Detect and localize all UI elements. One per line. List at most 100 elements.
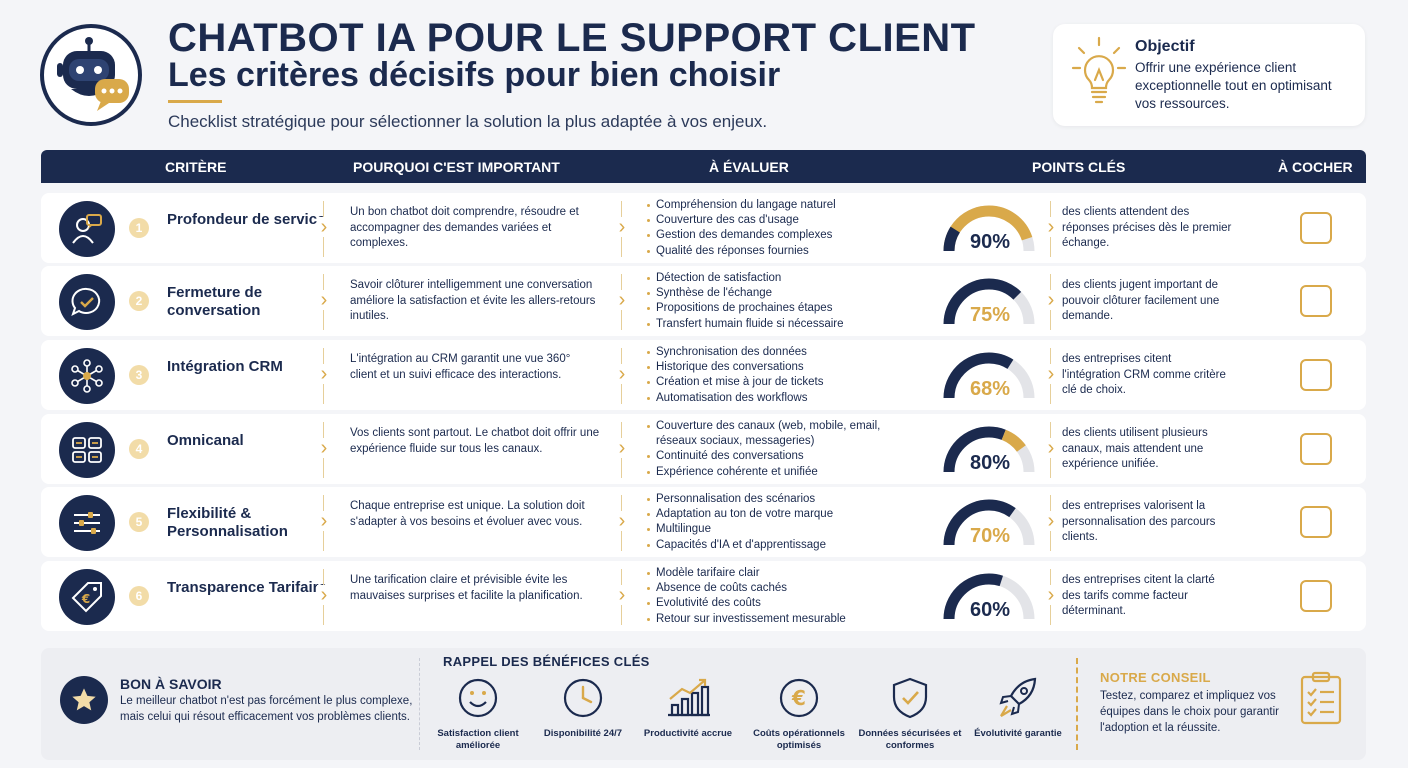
evaluation-item: Création et mise à jour de tickets <box>647 375 887 390</box>
evaluation-item: Modèle tarifaire clair <box>647 566 887 581</box>
percentage-value: 68% <box>969 378 1011 400</box>
evaluation-item: Couverture des cas d'usage <box>647 213 887 228</box>
benefit-label: Productivité accrue <box>643 728 733 739</box>
benefit-item: € Coûts opérationnels optimisés <box>744 676 854 752</box>
percentage-gauge <box>943 499 1035 546</box>
criterion-title: Flexibilité & Personnalisation <box>167 505 288 540</box>
header-criterion: CRITÈRE <box>165 159 227 175</box>
evaluation-item: Capacités d'IA et d'apprentissage <box>647 538 887 553</box>
evaluation-list: Couverture des canaux (web, mobile, emai… <box>647 419 887 480</box>
agent-icon <box>72 214 102 244</box>
evaluation-item: Couverture des canaux (web, mobile, emai… <box>647 419 887 449</box>
chevron-right-icon <box>317 201 331 257</box>
chevron-right-icon <box>1044 569 1058 625</box>
checkbox[interactable] <box>1300 285 1332 317</box>
chevron-right-icon <box>615 201 629 257</box>
checkbox[interactable] <box>1300 359 1332 391</box>
check-chat-icon <box>71 287 101 316</box>
rocket-icon <box>963 676 1073 720</box>
evaluation-item: Gestion des demandes complexes <box>647 228 887 243</box>
table-row: 2 Fermeture de conversation Savoir clôtu… <box>41 266 1366 336</box>
evaluation-item: Historique des conversations <box>647 360 887 375</box>
evaluation-item: Evolutivité des coûts <box>647 596 887 611</box>
criterion-number: 3 <box>129 365 149 385</box>
criterion-number: 1 <box>129 218 149 238</box>
percentage-value: 90% <box>969 231 1011 253</box>
euro-coin-icon: € <box>744 676 854 720</box>
euro-tag-icon: € <box>71 582 102 613</box>
evaluation-item: Continuité des conversations <box>647 449 887 464</box>
evaluation-item: Synthèse de l'échange <box>647 286 887 301</box>
evaluation-list: Personnalisation des scénarios Adaptation… <box>647 492 887 553</box>
benefit-label: Évolutivité garantie <box>974 728 1062 739</box>
evaluation-item: Détection de satisfaction <box>647 271 887 286</box>
evaluation-item: Retour sur investissement mesurable <box>647 612 887 627</box>
chevron-right-icon <box>1044 422 1058 478</box>
table-row: 1 Profondeur de service Un bon chatbot d… <box>41 193 1366 263</box>
chatbot-logo <box>40 24 142 126</box>
header-key-points: POINTS CLÉS <box>1032 159 1126 175</box>
key-point-text: des clients attendent des réponses préci… <box>1062 206 1232 249</box>
chevron-right-icon <box>317 495 331 551</box>
criterion-icon <box>59 348 115 404</box>
key-point-text: des entreprises valorisent la personnali… <box>1062 500 1216 543</box>
benefit-item: Satisfaction client améliorée <box>423 676 533 752</box>
criterion-title: Profondeur de service <box>167 211 326 228</box>
percentage-value: 75% <box>969 304 1011 326</box>
checkbox[interactable] <box>1300 506 1332 538</box>
chevron-right-icon <box>615 495 629 551</box>
chevron-right-icon <box>615 422 629 478</box>
criterion-title: Omnicanal <box>167 432 244 449</box>
criterion-icon: € <box>59 569 115 625</box>
chevron-right-icon <box>615 274 629 330</box>
channels-icon <box>72 437 102 463</box>
checkbox[interactable] <box>1300 580 1332 612</box>
table-header: CRITÈRE POURQUOI C'EST IMPORTANT À ÉVALU… <box>41 150 1366 183</box>
criterion-number: 4 <box>129 439 149 459</box>
checkbox[interactable] <box>1300 433 1332 465</box>
criterion-icon <box>59 201 115 257</box>
evaluation-item: Absence de coûts cachés <box>647 581 887 596</box>
percentage-gauge <box>943 278 1035 325</box>
clock-icon <box>528 676 638 720</box>
evaluation-item: Multilingue <box>647 522 887 537</box>
criterion-why: Un bon chatbot doit comprendre, résoudre… <box>350 206 579 249</box>
benefit-item: Données sécurisées et conformes <box>855 676 965 752</box>
objective-title: Objectif <box>1135 38 1195 55</box>
evaluation-item: Automatisation des workflows <box>647 391 887 406</box>
title-underline <box>168 100 222 103</box>
table-row: € 6 Transparence Tarifaire Une tarificat… <box>41 561 1366 631</box>
criterion-why: Savoir clôturer intelligemment une conve… <box>350 279 596 322</box>
percentage-gauge <box>943 573 1035 620</box>
criterion-title: Transparence Tarifaire <box>167 579 327 596</box>
key-point-text: des clients jugent important de pouvoir … <box>1062 279 1220 322</box>
evaluation-item: Adaptation au ton de votre marque <box>647 507 887 522</box>
benefit-item: Disponibilité 24/7 <box>528 676 638 740</box>
evaluation-item: Synchronisation des données <box>647 345 887 360</box>
shield-check-icon <box>855 676 965 720</box>
svg-text:€: € <box>791 686 806 710</box>
checkbox[interactable] <box>1300 212 1332 244</box>
chevron-right-icon <box>317 422 331 478</box>
objective-card: Objectif Offrir une expérience client ex… <box>1053 24 1365 126</box>
percentage-gauge <box>943 205 1035 252</box>
key-point-text: des entreprises citent l'intégration CRM… <box>1062 353 1226 396</box>
chevron-right-icon <box>317 274 331 330</box>
percentage-value: 70% <box>969 525 1011 547</box>
star-icon <box>60 676 108 724</box>
chevron-right-icon <box>1044 201 1058 257</box>
advice-title: NOTRE CONSEIL <box>1100 670 1211 685</box>
key-point-text: des entreprises citent la clarté des tar… <box>1062 574 1215 617</box>
advice-text: Testez, comparez et impliquez vos équipe… <box>1100 690 1280 734</box>
benefit-label: Satisfaction client améliorée <box>437 728 519 751</box>
divider <box>419 658 420 750</box>
robot-chat-icon <box>57 37 129 111</box>
criterion-why: Vos clients sont partout. Le chatbot doi… <box>350 427 600 455</box>
page-subtitle-heading: Les critères décisifs pour bien choisir <box>168 56 781 94</box>
growth-chart-icon <box>633 676 743 720</box>
evaluation-item: Compréhension du langage naturel <box>647 198 887 213</box>
clipboard-checklist-icon <box>1300 671 1342 725</box>
percentage-value: 80% <box>969 452 1011 474</box>
chevron-right-icon <box>615 569 629 625</box>
key-point-text: des clients utilisent plusieurs canaux, … <box>1062 427 1208 470</box>
